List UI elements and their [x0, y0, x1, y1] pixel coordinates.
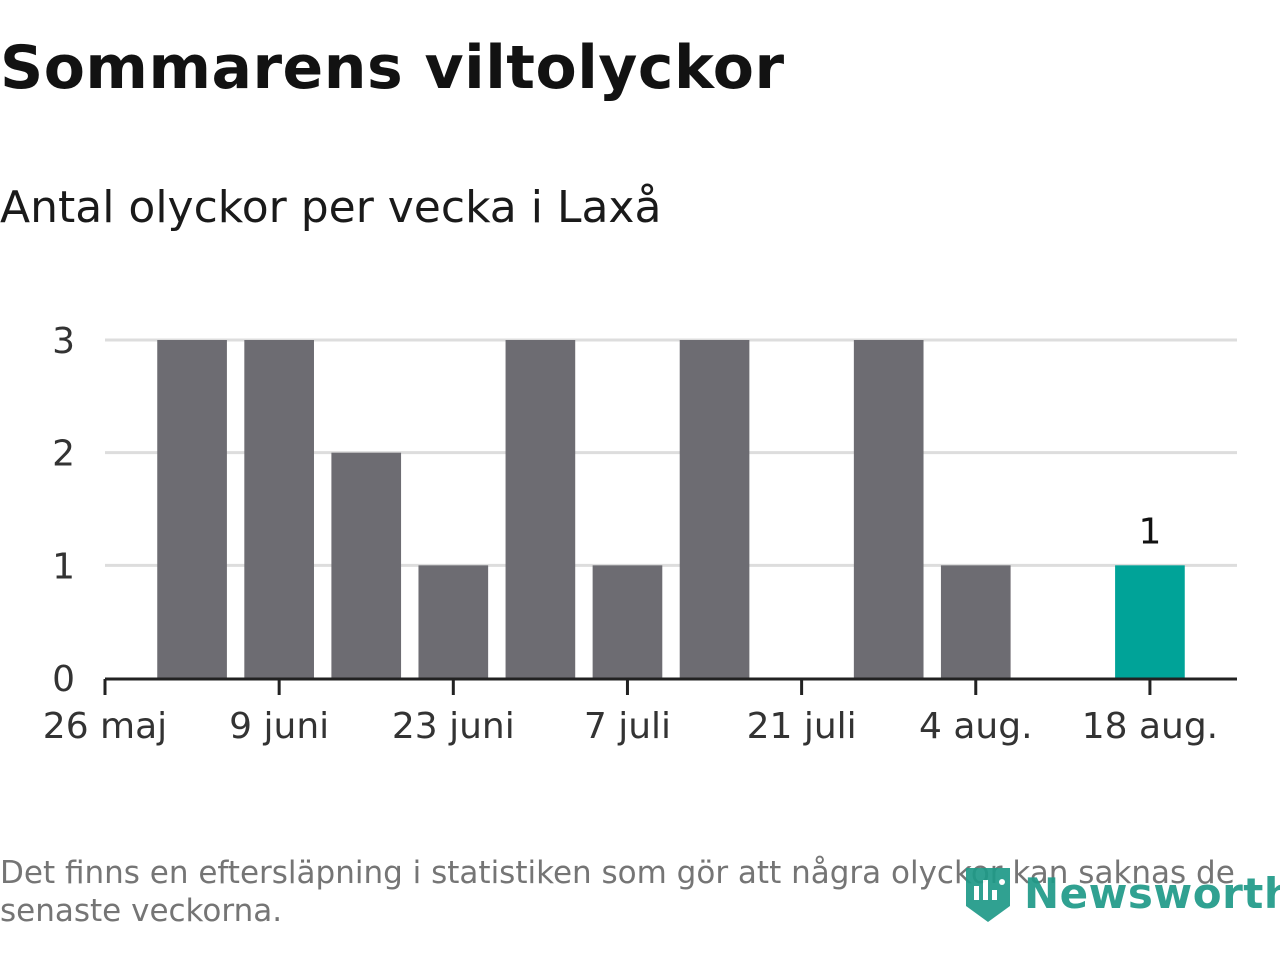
y-tick-label: 2	[52, 434, 75, 475]
x-tick-label: 18 aug.	[1082, 706, 1218, 747]
bar	[505, 340, 576, 678]
y-tick-label: 1	[52, 546, 75, 587]
y-tick-label: 0	[52, 659, 75, 700]
x-tick-label: 9 juni	[229, 706, 329, 747]
footnote: Det finns en eftersläpning i statistiken…	[0, 855, 1235, 929]
bar	[853, 340, 924, 678]
bar	[157, 340, 227, 678]
y-tick-label: 3	[52, 321, 75, 362]
newsworthy-logo: Newsworthy	[962, 860, 1280, 926]
x-tick-label: 26 maj	[43, 706, 167, 747]
bar	[418, 565, 489, 678]
bar-highlight	[1115, 565, 1185, 678]
x-tick-label: 21 juli	[747, 706, 857, 747]
bar	[592, 565, 663, 678]
bar	[244, 340, 314, 678]
bar	[679, 340, 750, 678]
chart-title: Sommarens viltolyckor	[0, 33, 785, 103]
bar	[331, 452, 402, 678]
chart-subtitle: Antal olyckor per vecka i Laxå	[0, 182, 662, 233]
bar-value-label: 1	[1138, 511, 1161, 552]
x-tick-label: 7 juli	[584, 706, 671, 747]
bar-chart: 0 1 2 3 1 26 maj 9 juni 23 juni 7 juli 21 juli 4 a…	[43, 321, 1237, 747]
x-tick-label: 4 aug.	[919, 706, 1033, 747]
logo-icon	[966, 868, 1010, 922]
bar	[940, 565, 1011, 678]
x-tick-label: 23 juni	[392, 706, 515, 747]
brand-name: Newsworthy	[1024, 868, 1280, 918]
